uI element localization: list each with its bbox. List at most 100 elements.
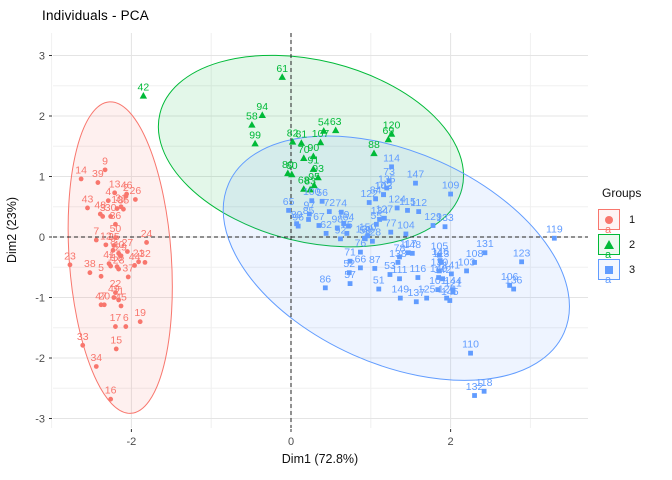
data-point	[331, 126, 340, 134]
point-label: 37	[122, 262, 134, 274]
y-tick-label: -3	[35, 414, 45, 426]
point-label: 80	[282, 159, 294, 171]
point-label: 36	[110, 210, 122, 222]
data-point	[395, 260, 401, 265]
data-point	[93, 364, 99, 369]
data-point	[376, 286, 382, 292]
data-point	[511, 286, 517, 292]
data-point	[334, 225, 340, 231]
y-tick-label: 2	[39, 111, 45, 123]
square-marker-icon	[605, 265, 613, 274]
data-point	[450, 289, 456, 295]
point-label: 136	[505, 275, 523, 287]
data-point	[319, 198, 325, 204]
point-label: 23	[64, 250, 76, 262]
data-point	[472, 393, 477, 398]
data-point	[306, 211, 312, 217]
data-point	[113, 290, 118, 296]
point-label: 81	[296, 129, 308, 141]
data-point	[381, 192, 386, 198]
data-point	[346, 223, 351, 229]
point-label: 142	[434, 264, 452, 276]
data-point	[87, 270, 93, 276]
point-label: 139	[356, 224, 374, 236]
data-point	[93, 237, 99, 243]
point-label: 59	[359, 224, 371, 236]
point-label: 127	[376, 204, 394, 216]
confidence-ellipse-group3	[222, 135, 570, 381]
y-tick-label: 0	[39, 232, 45, 244]
point-label: 100	[303, 186, 321, 198]
point-label: 146	[431, 246, 449, 258]
point-label: 70	[298, 144, 310, 156]
point-label: 41	[103, 249, 115, 261]
point-label: 49	[108, 283, 120, 295]
point-label: 75	[341, 219, 353, 231]
point-label: 6	[123, 312, 129, 324]
data-point	[442, 224, 448, 230]
legend-key-group1: a	[598, 209, 620, 236]
data-point	[95, 180, 101, 185]
legend-title: Groups	[602, 186, 642, 200]
legend-label-1: 1	[629, 213, 636, 226]
point-label: 25	[108, 231, 120, 243]
point-label: 117	[400, 238, 417, 250]
point-label: 2	[123, 182, 129, 194]
x-tick-label: 2	[448, 436, 454, 448]
point-label: 82	[287, 128, 299, 140]
data-point	[415, 275, 421, 280]
data-point	[437, 258, 443, 263]
data-point	[105, 198, 111, 204]
data-point	[300, 185, 308, 192]
point-label: 85	[303, 205, 315, 217]
data-point	[373, 196, 378, 202]
data-point	[369, 238, 375, 244]
point-label: 44	[129, 251, 141, 263]
data-point	[102, 167, 108, 173]
point-label: 95	[308, 171, 320, 183]
data-point	[80, 342, 86, 348]
point-label: 84	[370, 184, 382, 196]
point-label: 140	[430, 263, 448, 275]
data-point	[358, 249, 363, 255]
y-tick-label: -1	[35, 293, 45, 305]
data-point	[85, 205, 90, 211]
point-label: 34	[90, 352, 102, 364]
data-point	[111, 243, 117, 248]
point-label: 56	[316, 187, 328, 199]
point-label: 51	[373, 275, 385, 287]
data-point	[123, 324, 129, 329]
point-label: 53	[384, 260, 396, 272]
data-point	[450, 287, 456, 293]
point-label: 101	[429, 275, 447, 287]
point-label: 15	[110, 334, 122, 346]
point-label: 58	[246, 111, 258, 123]
point-label: 116	[410, 263, 427, 275]
data-point	[519, 259, 525, 265]
point-label: 20	[98, 290, 110, 302]
point-label: 69	[383, 125, 395, 137]
point-label: 27	[122, 237, 134, 249]
data-point	[347, 258, 353, 264]
confidence-ellipse-group2	[157, 54, 465, 248]
data-point	[347, 281, 353, 286]
data-point	[440, 276, 446, 282]
x-tick-label: 0	[288, 436, 294, 448]
data-point	[387, 272, 393, 277]
data-point	[373, 221, 379, 227]
point-label: 108	[466, 248, 484, 260]
data-point	[97, 211, 103, 217]
data-point	[372, 266, 378, 271]
point-label: 83	[304, 175, 316, 187]
point-label: 7	[93, 226, 99, 238]
point-label: 52	[343, 258, 355, 270]
point-label: 61	[276, 63, 288, 75]
point-label: 1	[108, 252, 114, 264]
point-label: 73	[383, 166, 395, 178]
point-label: 3	[100, 202, 106, 214]
point-label: 68	[298, 175, 310, 187]
point-label: 8	[110, 236, 116, 248]
data-point	[394, 205, 400, 211]
data-points	[67, 73, 557, 402]
point-label: 149	[392, 284, 410, 296]
